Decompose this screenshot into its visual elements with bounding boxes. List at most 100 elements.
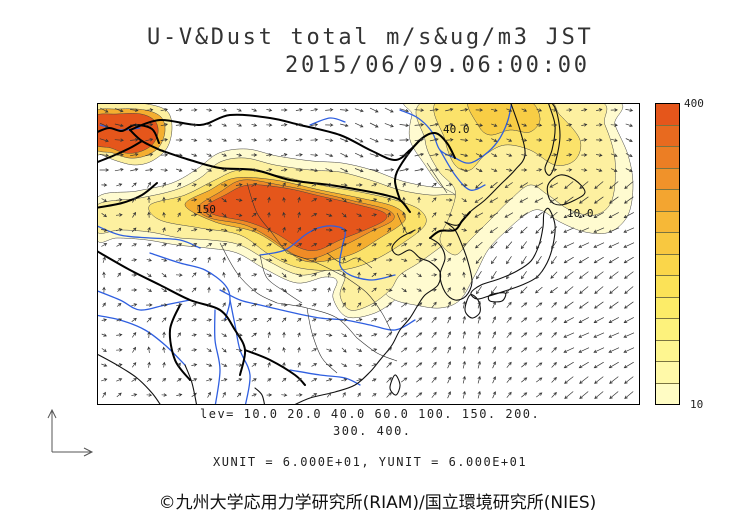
wind-vector — [311, 363, 318, 367]
wind-vector — [132, 346, 136, 353]
wind-vector — [101, 213, 107, 218]
wind-vector — [175, 153, 183, 157]
coastline-myanmar — [184, 364, 198, 405]
wind-vector — [114, 108, 124, 113]
wind-vector — [535, 332, 543, 338]
wind-vector — [162, 196, 166, 203]
wind-vector — [325, 153, 334, 158]
wind-vector — [281, 123, 288, 127]
wind-vector — [281, 243, 288, 247]
wind-vector — [520, 271, 527, 280]
wind-vector — [462, 345, 466, 354]
wind-vector — [281, 287, 287, 293]
wind-vector — [191, 138, 198, 142]
wind-vector — [596, 123, 603, 127]
wind-vector — [117, 287, 121, 293]
wind-vector — [536, 168, 543, 172]
wind-vector — [131, 182, 137, 188]
wind-vector — [130, 108, 139, 112]
wind-vector — [414, 108, 425, 112]
wind-vector — [506, 138, 513, 142]
wind-vector — [206, 243, 213, 247]
wind-vector — [461, 243, 467, 247]
wind-vector — [535, 392, 543, 398]
border-west-blob — [97, 123, 160, 144]
wind-vector — [296, 303, 303, 307]
wind-vector — [431, 376, 437, 383]
wind-vector — [402, 226, 406, 233]
wind-vector — [162, 361, 166, 368]
wind-vector — [506, 361, 512, 368]
wind-vector — [593, 212, 604, 218]
wind-vector — [101, 198, 108, 202]
wind-vector — [221, 123, 227, 127]
river-west-3 — [97, 290, 191, 311]
credit-line: ©九州大学応用力学研究所(RIAM)/国立環境研究所(NIES) — [158, 493, 597, 513]
wind-vector — [357, 257, 361, 263]
wind-vector — [431, 243, 438, 247]
border-himalaya — [97, 249, 247, 376]
wind-vector — [102, 256, 106, 263]
wind-vector — [489, 197, 499, 203]
colorbar-segment — [656, 383, 679, 404]
wind-vector — [356, 348, 363, 352]
wind-vector — [429, 122, 439, 127]
wind-vector — [624, 181, 634, 189]
wind-vector — [491, 168, 498, 172]
wind-vector — [146, 288, 153, 292]
colorbar-segment — [656, 319, 679, 341]
wind-vector — [506, 153, 513, 157]
wind-vector — [130, 167, 139, 172]
wind-vector — [477, 360, 481, 369]
wind-vector — [490, 241, 498, 249]
wind-vector — [116, 333, 123, 337]
wind-vector — [266, 378, 272, 382]
wind-vector — [325, 123, 334, 127]
wind-vector — [550, 226, 558, 235]
wind-vector — [535, 302, 543, 308]
wind-vector — [145, 153, 154, 157]
wind-vector — [355, 137, 364, 143]
wind-vector — [296, 243, 303, 247]
wind-vector — [578, 242, 590, 248]
wind-vector — [462, 286, 466, 293]
wind-vector — [146, 258, 153, 262]
wind-vector — [490, 108, 498, 112]
wind-vector — [236, 243, 242, 247]
wind-vector — [579, 181, 589, 189]
wind-vector — [145, 138, 154, 142]
wind-vector — [445, 198, 453, 202]
wind-vector — [310, 108, 319, 112]
wind-vector — [160, 108, 169, 112]
wind-vector — [579, 391, 589, 399]
wind-vector — [342, 391, 346, 398]
wind-vector — [491, 153, 498, 157]
wind-vector — [176, 243, 183, 247]
wind-vector — [623, 347, 635, 353]
wind-vector — [625, 108, 634, 112]
wind-vector — [623, 332, 635, 338]
coastline-honshu — [470, 207, 556, 300]
wind-vector — [357, 271, 361, 278]
wind-vector — [296, 377, 302, 382]
wind-vector — [235, 183, 243, 187]
wind-vector — [474, 212, 484, 218]
wind-vector — [594, 391, 604, 399]
wind-vector — [492, 346, 497, 354]
wind-vector — [400, 317, 408, 323]
wind-vector — [506, 346, 512, 353]
wind-vector — [251, 378, 257, 382]
wind-vector — [101, 378, 108, 382]
wind-vector — [326, 318, 333, 322]
wind-vector — [446, 183, 453, 187]
wind-vector — [251, 393, 257, 397]
wind-vector — [146, 303, 153, 307]
wind-vector — [327, 256, 331, 263]
wind-vector — [578, 227, 590, 233]
border-kyrgyzstan — [97, 182, 158, 209]
wind-vector — [251, 228, 257, 232]
wind-vector — [384, 138, 395, 143]
wind-vector — [341, 243, 347, 247]
wind-vector — [608, 227, 620, 233]
wind-vector — [581, 138, 588, 142]
